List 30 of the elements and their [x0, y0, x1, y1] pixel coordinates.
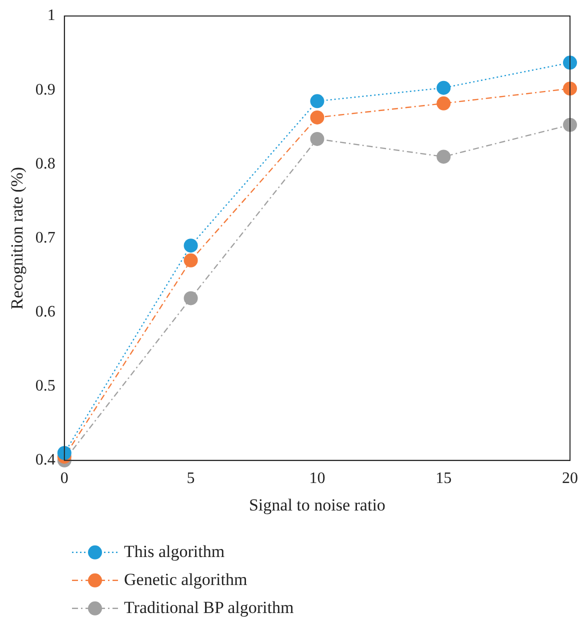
- point: [436, 150, 451, 164]
- point: [563, 82, 577, 96]
- y-tick-label: 0.5: [35, 378, 56, 395]
- legend-label: Traditional BP algorithm: [124, 598, 294, 617]
- point: [563, 56, 577, 70]
- y-tick-label: 0.9: [35, 81, 56, 98]
- x-tick-label: 0: [60, 470, 68, 488]
- point: [184, 253, 198, 268]
- legend-label: This algorithm: [124, 542, 225, 561]
- point: [310, 94, 324, 108]
- point: [310, 132, 324, 146]
- point: [436, 96, 451, 110]
- x-tick-label: 20: [562, 470, 578, 488]
- point: [436, 80, 451, 95]
- y-tick-label: 1: [47, 7, 56, 24]
- x-tick-label: 10: [309, 470, 326, 488]
- y-tick-label: 0.8: [35, 155, 56, 172]
- x-tick-label: 15: [436, 470, 452, 488]
- y-axis-title: Recognition rate (%): [8, 166, 27, 310]
- x-axis-title: Signal to noise ratio: [248, 495, 386, 514]
- y-tick-label: 0.6: [35, 303, 56, 320]
- y-tick-label: 0.4: [35, 452, 56, 469]
- point: [310, 110, 324, 124]
- x-tick-label: 5: [186, 470, 195, 488]
- point: [563, 118, 577, 132]
- point: [184, 238, 198, 253]
- y-tick-label: 0.7: [35, 229, 56, 246]
- point: [57, 446, 72, 460]
- legend-label: Genetic algorithm: [124, 570, 248, 589]
- point: [184, 291, 198, 306]
